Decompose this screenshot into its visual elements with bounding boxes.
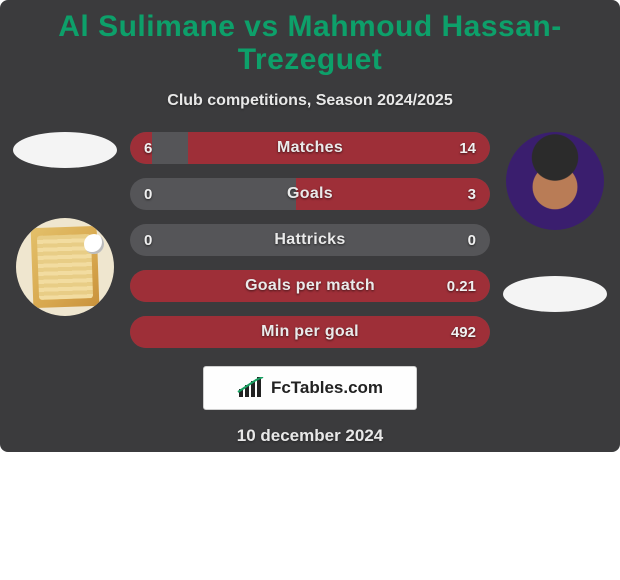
- stat-bar-row: Hattricks0 0: [130, 224, 490, 256]
- ball-icon: [84, 234, 104, 254]
- bar-label: Matches: [130, 132, 490, 164]
- bar-label: Goals per match: [130, 270, 490, 302]
- left-player-avatar: [16, 218, 114, 316]
- bar-value-right: 0: [468, 224, 476, 256]
- face-icon: [506, 132, 604, 230]
- bar-label: Min per goal: [130, 316, 490, 348]
- bar-value-right: 3: [468, 178, 476, 210]
- left-club-oval: [13, 132, 117, 168]
- chart-icon: [237, 377, 265, 399]
- stat-bars: Matches614Goals03Hattricks00Goals per ma…: [124, 132, 496, 362]
- bar-label: Goals: [130, 178, 490, 210]
- right-player-column: [496, 132, 614, 312]
- page-title: Al Sulimane vs Mahmoud Hassan-Trezeguet: [8, 10, 612, 76]
- date-line: 10 december 2024: [0, 426, 620, 446]
- bar-value-left: 0: [144, 178, 152, 210]
- stat-bar-row: Min per goal492: [130, 316, 490, 348]
- stat-bar-row: Matches6 14: [130, 132, 490, 164]
- right-club-oval: [503, 276, 607, 312]
- bar-value-right: 492: [451, 316, 476, 348]
- bar-value-left: 6: [144, 132, 152, 164]
- bar-value-right: 14: [459, 132, 476, 164]
- right-player-avatar: [506, 132, 604, 230]
- site-logo: FcTables.com: [203, 366, 417, 410]
- bar-value-left: 0: [144, 224, 152, 256]
- bar-label: Hattricks: [130, 224, 490, 256]
- body-row: Matches614Goals03Hattricks00Goals per ma…: [0, 132, 620, 362]
- bar-value-right: 0.21: [447, 270, 476, 302]
- site-logo-text: FcTables.com: [271, 378, 383, 398]
- left-player-column: [6, 132, 124, 316]
- comparison-card: Al Sulimane vs Mahmoud Hassan-Trezeguet …: [0, 0, 620, 452]
- subtitle: Club competitions, Season 2024/2025: [0, 92, 620, 110]
- stat-bar-row: Goals0 3: [130, 178, 490, 210]
- stat-bar-row: Goals per match0.21: [130, 270, 490, 302]
